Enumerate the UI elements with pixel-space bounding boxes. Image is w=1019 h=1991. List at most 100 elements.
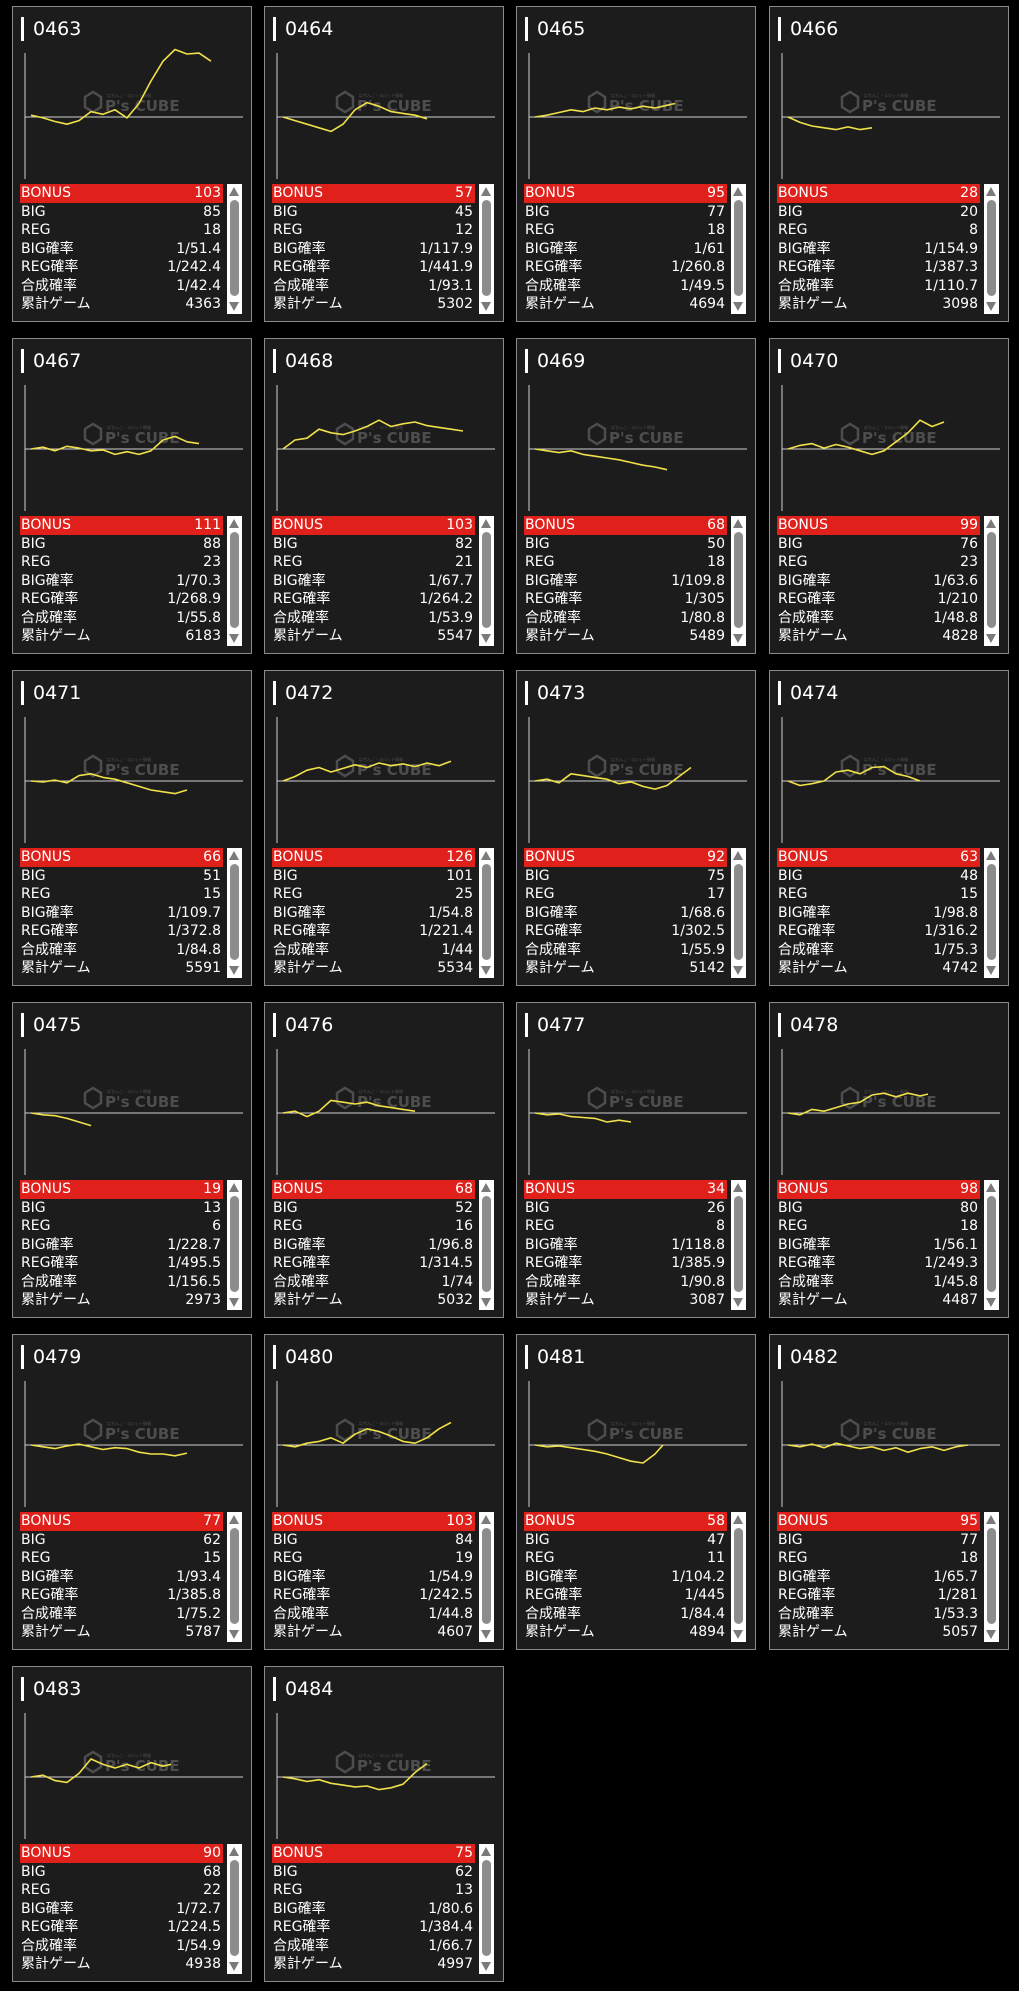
scroll-down-arrow-icon[interactable]	[229, 634, 239, 643]
scroll-thumb[interactable]	[482, 1196, 491, 1292]
scroll-thumb[interactable]	[230, 1860, 239, 1956]
scroll-up-arrow-icon[interactable]	[229, 519, 239, 528]
scroll-up-arrow-icon[interactable]	[481, 519, 491, 528]
machine-card[interactable]: 0473 ぱちんこ・スロット情報 P's CUBE BONUS 92 BIG 75 REG 17…	[516, 670, 756, 986]
scroll-thumb[interactable]	[230, 864, 239, 960]
scroll-thumb[interactable]	[482, 1528, 491, 1624]
scroll-down-arrow-icon[interactable]	[481, 1298, 491, 1307]
scroll-up-arrow-icon[interactable]	[986, 187, 996, 196]
scroll-down-arrow-icon[interactable]	[229, 302, 239, 311]
stats-scrollbar[interactable]	[731, 1512, 746, 1642]
stats-scrollbar[interactable]	[227, 1844, 242, 1974]
scroll-thumb[interactable]	[230, 1528, 239, 1624]
stats-scrollbar[interactable]	[227, 1180, 242, 1310]
machine-card[interactable]: 0464 ぱちんこ・スロット情報 P's CUBE BONUS 57 BIG 45 REG 12…	[264, 6, 504, 322]
scroll-thumb[interactable]	[987, 200, 996, 296]
scroll-up-arrow-icon[interactable]	[733, 851, 743, 860]
scroll-up-arrow-icon[interactable]	[229, 851, 239, 860]
machine-card[interactable]: 0468 ぱちんこ・スロット情報 P's CUBE BONUS 103 BIG 82 REG 2…	[264, 338, 504, 654]
stats-scrollbar[interactable]	[984, 184, 999, 314]
machine-card[interactable]: 0474 ぱちんこ・スロット情報 P's CUBE BONUS 63 BIG 48 REG 15…	[769, 670, 1009, 986]
scroll-down-arrow-icon[interactable]	[733, 302, 743, 311]
scroll-up-arrow-icon[interactable]	[481, 1515, 491, 1524]
stats-scrollbar[interactable]	[227, 1512, 242, 1642]
scroll-thumb[interactable]	[734, 200, 743, 296]
machine-card[interactable]: 0484 ぱちんこ・スロット情報 P's CUBE BONUS 75 BIG 62 REG 13…	[264, 1666, 504, 1982]
scroll-up-arrow-icon[interactable]	[229, 1515, 239, 1524]
scroll-thumb[interactable]	[987, 1528, 996, 1624]
scroll-thumb[interactable]	[734, 532, 743, 628]
scroll-down-arrow-icon[interactable]	[229, 1630, 239, 1639]
scroll-thumb[interactable]	[230, 532, 239, 628]
machine-card[interactable]: 0466 ぱちんこ・スロット情報 P's CUBE BONUS 28 BIG 20 REG 8 B…	[769, 6, 1009, 322]
scroll-up-arrow-icon[interactable]	[481, 187, 491, 196]
stats-scrollbar[interactable]	[731, 516, 746, 646]
stats-scrollbar[interactable]	[479, 516, 494, 646]
machine-card[interactable]: 0478 ぱちんこ・スロット情報 P's CUBE BONUS 98 BIG 80 REG 18…	[769, 1002, 1009, 1318]
scroll-down-arrow-icon[interactable]	[229, 1298, 239, 1307]
machine-card[interactable]: 0469 ぱちんこ・スロット情報 P's CUBE BONUS 68 BIG 50 REG 18…	[516, 338, 756, 654]
stats-scrollbar[interactable]	[984, 1180, 999, 1310]
scroll-down-arrow-icon[interactable]	[733, 1298, 743, 1307]
machine-card[interactable]: 0463 ぱちんこ・スロット情報 P's CUBE BONUS 103 BIG 85 REG 1…	[12, 6, 252, 322]
scroll-up-arrow-icon[interactable]	[986, 1183, 996, 1192]
scroll-up-arrow-icon[interactable]	[481, 1183, 491, 1192]
scroll-thumb[interactable]	[987, 532, 996, 628]
stats-scrollbar[interactable]	[227, 184, 242, 314]
scroll-thumb[interactable]	[482, 200, 491, 296]
scroll-down-arrow-icon[interactable]	[733, 966, 743, 975]
machine-card[interactable]: 0479 ぱちんこ・スロット情報 P's CUBE BONUS 77 BIG 62 REG 15…	[12, 1334, 252, 1650]
scroll-up-arrow-icon[interactable]	[481, 851, 491, 860]
scroll-up-arrow-icon[interactable]	[733, 187, 743, 196]
scroll-up-arrow-icon[interactable]	[733, 1183, 743, 1192]
machine-card[interactable]: 0477 ぱちんこ・スロット情報 P's CUBE BONUS 34 BIG 26 REG 8 B…	[516, 1002, 756, 1318]
scroll-down-arrow-icon[interactable]	[986, 634, 996, 643]
scroll-down-arrow-icon[interactable]	[733, 634, 743, 643]
scroll-down-arrow-icon[interactable]	[481, 966, 491, 975]
machine-card[interactable]: 0470 ぱちんこ・スロット情報 P's CUBE BONUS 99 BIG 76 REG 23…	[769, 338, 1009, 654]
scroll-down-arrow-icon[interactable]	[986, 1630, 996, 1639]
scroll-down-arrow-icon[interactable]	[733, 1630, 743, 1639]
machine-card[interactable]: 0483 ぱちんこ・スロット情報 P's CUBE BONUS 90 BIG 68 REG 22…	[12, 1666, 252, 1982]
scroll-up-arrow-icon[interactable]	[229, 187, 239, 196]
scroll-thumb[interactable]	[482, 532, 491, 628]
stats-scrollbar[interactable]	[479, 1180, 494, 1310]
scroll-down-arrow-icon[interactable]	[986, 302, 996, 311]
stats-scrollbar[interactable]	[479, 848, 494, 978]
scroll-down-arrow-icon[interactable]	[481, 634, 491, 643]
scroll-down-arrow-icon[interactable]	[986, 1298, 996, 1307]
stats-scrollbar[interactable]	[731, 1180, 746, 1310]
scroll-up-arrow-icon[interactable]	[986, 851, 996, 860]
stats-scrollbar[interactable]	[479, 1844, 494, 1974]
scroll-down-arrow-icon[interactable]	[481, 1630, 491, 1639]
stats-scrollbar[interactable]	[479, 184, 494, 314]
machine-card[interactable]: 0467 ぱちんこ・スロット情報 P's CUBE BONUS 111 BIG 88 REG 2…	[12, 338, 252, 654]
scroll-down-arrow-icon[interactable]	[481, 1962, 491, 1971]
scroll-down-arrow-icon[interactable]	[986, 966, 996, 975]
scroll-up-arrow-icon[interactable]	[986, 1515, 996, 1524]
scroll-down-arrow-icon[interactable]	[229, 1962, 239, 1971]
scroll-up-arrow-icon[interactable]	[733, 519, 743, 528]
scroll-thumb[interactable]	[230, 200, 239, 296]
machine-card[interactable]: 0482 ぱちんこ・スロット情報 P's CUBE BONUS 95 BIG 77 REG 18…	[769, 1334, 1009, 1650]
scroll-thumb[interactable]	[482, 1860, 491, 1956]
machine-card[interactable]: 0471 ぱちんこ・スロット情報 P's CUBE BONUS 66 BIG 51 REG 15…	[12, 670, 252, 986]
machine-card[interactable]: 0465 ぱちんこ・スロット情報 P's CUBE BONUS 95 BIG 77 REG 18…	[516, 6, 756, 322]
machine-card[interactable]: 0480 ぱちんこ・スロット情報 P's CUBE BONUS 103 BIG 84 REG 1…	[264, 1334, 504, 1650]
scroll-thumb[interactable]	[734, 1528, 743, 1624]
scroll-up-arrow-icon[interactable]	[481, 1847, 491, 1856]
scroll-thumb[interactable]	[230, 1196, 239, 1292]
machine-card[interactable]: 0472 ぱちんこ・スロット情報 P's CUBE BONUS 126 BIG 101 REG…	[264, 670, 504, 986]
scroll-up-arrow-icon[interactable]	[229, 1183, 239, 1192]
machine-card[interactable]: 0481 ぱちんこ・スロット情報 P's CUBE BONUS 58 BIG 47 REG 11…	[516, 1334, 756, 1650]
stats-scrollbar[interactable]	[227, 516, 242, 646]
scroll-down-arrow-icon[interactable]	[481, 302, 491, 311]
stats-scrollbar[interactable]	[984, 516, 999, 646]
scroll-thumb[interactable]	[987, 1196, 996, 1292]
stats-scrollbar[interactable]	[984, 848, 999, 978]
scroll-thumb[interactable]	[734, 1196, 743, 1292]
machine-card[interactable]: 0476 ぱちんこ・スロット情報 P's CUBE BONUS 68 BIG 52 REG 16…	[264, 1002, 504, 1318]
scroll-thumb[interactable]	[987, 864, 996, 960]
stats-scrollbar[interactable]	[227, 848, 242, 978]
scroll-up-arrow-icon[interactable]	[733, 1515, 743, 1524]
